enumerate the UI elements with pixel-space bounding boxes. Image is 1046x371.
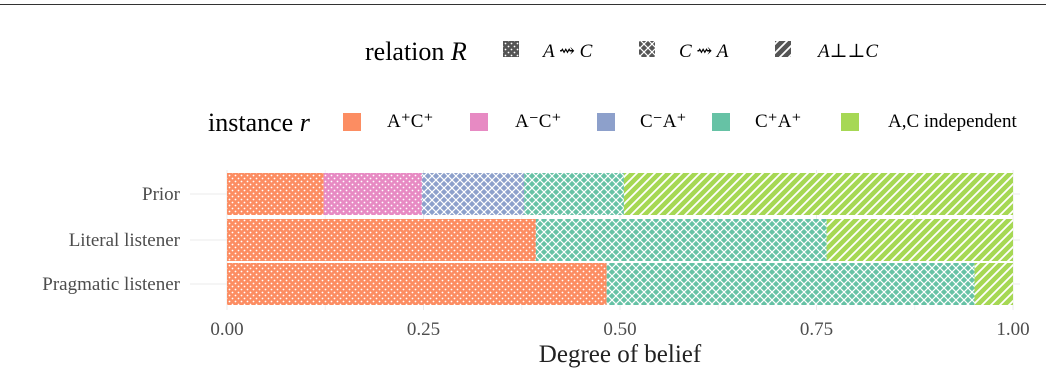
legend-key-pattern xyxy=(503,41,519,57)
bar-segment-pattern xyxy=(227,173,324,215)
y-tick-label: Pragmatic listener xyxy=(42,274,180,295)
legend-instance-label: C⁻A⁺ xyxy=(640,111,686,132)
legend-relation-label: A ⇝ C xyxy=(541,41,593,62)
legend-instance-item: A,C independent xyxy=(841,111,1017,132)
bar-segment-pattern xyxy=(606,263,975,305)
legend-instance: instance r A⁺C⁺ A⁻C⁺ C⁻A⁺ C⁺A⁺ A,C independe… xyxy=(208,108,1017,137)
legend-key-pattern xyxy=(775,41,791,57)
bar-segment-pattern xyxy=(227,219,536,261)
legend-key xyxy=(712,113,730,131)
x-tick-label: 0.75 xyxy=(800,319,833,340)
legend-key xyxy=(841,113,859,131)
x-tick-label: 1.00 xyxy=(996,319,1029,340)
x-tick-label: 0.50 xyxy=(603,319,636,340)
legend-instance-item: C⁻A⁺ xyxy=(597,111,686,132)
bar-segment xyxy=(227,263,607,305)
bar-segment-pattern xyxy=(535,219,827,261)
bar-segment xyxy=(974,263,1013,305)
y-tick-label: Literal listener xyxy=(69,230,181,251)
top-rule xyxy=(0,4,1046,5)
y-tick-label: Prior xyxy=(142,184,181,205)
x-axis-ticks: 0.00 0.25 0.50 0.75 1.00 xyxy=(210,319,1029,340)
legend-relation-label: A⊥⊥C xyxy=(816,41,878,62)
legend-relation-item: A ⇝ C xyxy=(503,41,593,62)
bar-segment xyxy=(421,173,525,215)
legend-relation: relation R A ⇝ C C ⇝ A A⊥⊥C xyxy=(365,37,878,66)
y-axis-labels: Prior Literal listener Pragmatic listener xyxy=(42,184,180,295)
legend-relation-label: C ⇝ A xyxy=(679,41,729,62)
legend-key xyxy=(343,113,361,131)
bar-segment xyxy=(606,263,975,305)
x-axis-title: Degree of belief xyxy=(539,341,702,368)
legend-instance-label: A⁻C⁺ xyxy=(515,111,561,132)
bar-segment xyxy=(623,173,1013,215)
legend-instance-item: A⁺C⁺ xyxy=(343,111,433,132)
bar-segment-pattern xyxy=(826,219,1013,261)
legend-key-pattern xyxy=(639,41,655,57)
bar-segment xyxy=(826,219,1013,261)
legend-instance-item: A⁻C⁺ xyxy=(470,111,561,132)
legend-relation-item: C ⇝ A xyxy=(639,41,729,62)
bar-segment xyxy=(227,173,324,215)
bar-segment-pattern xyxy=(421,173,525,215)
bar-segment xyxy=(535,219,827,261)
legend-instance-label: C⁺A⁺ xyxy=(755,111,801,132)
x-tick-label: 0.25 xyxy=(407,319,440,340)
bar-segment-pattern xyxy=(524,173,624,215)
legend-relation-title: relation R xyxy=(365,37,467,66)
legend-instance-item: C⁺A⁺ xyxy=(712,111,801,132)
bar-segment-pattern xyxy=(623,173,1013,215)
legend-instance-label: A⁺C⁺ xyxy=(387,111,433,132)
legend-relation-item: A⊥⊥C xyxy=(775,41,878,62)
bar-segment xyxy=(323,173,422,215)
legend-key xyxy=(470,113,488,131)
legend-instance-label: A,C independent xyxy=(888,111,1017,132)
bar-segment-pattern xyxy=(323,173,422,215)
legend-key xyxy=(597,113,615,131)
bar-segment xyxy=(227,219,536,261)
bar-segment-pattern xyxy=(227,263,607,305)
x-tick-label: 0.00 xyxy=(210,319,243,340)
bar-segment xyxy=(524,173,624,215)
bars-group xyxy=(227,173,1013,305)
bar-segment-pattern xyxy=(974,263,1013,305)
legend-instance-title: instance r xyxy=(208,108,311,137)
